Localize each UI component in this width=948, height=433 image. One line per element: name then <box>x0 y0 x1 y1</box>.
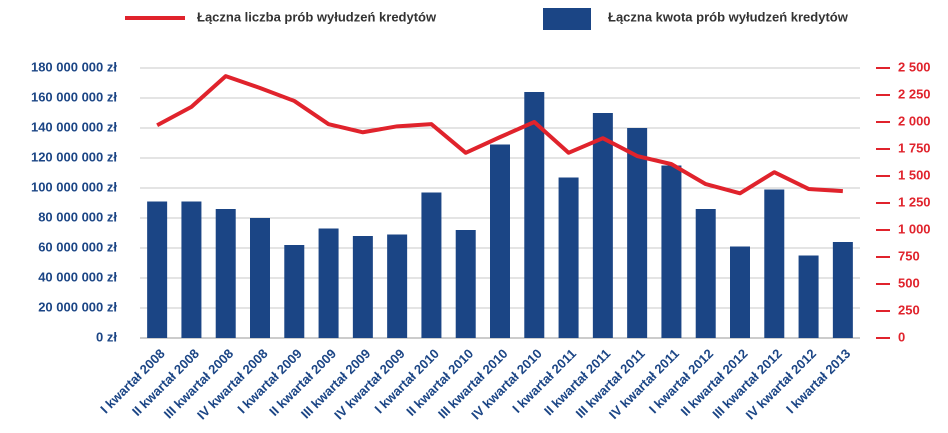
bar <box>318 228 339 338</box>
bar <box>215 209 236 338</box>
y2-tick-label: 1 500 <box>898 167 931 182</box>
y2-tick-label: 2 250 <box>898 86 931 101</box>
bar <box>764 189 785 338</box>
y2-tick-label: 1 250 <box>898 194 931 209</box>
bar <box>147 201 168 338</box>
bar <box>627 128 648 338</box>
y-tick-label: 120 000 000 zł <box>31 149 117 164</box>
y2-tick-label: 0 <box>898 329 905 344</box>
bar <box>387 234 408 338</box>
bar <box>524 92 545 338</box>
bar <box>798 255 819 338</box>
y-tick-label: 20 000 000 zł <box>38 299 117 314</box>
bar <box>284 245 305 338</box>
bar <box>661 165 682 338</box>
y-tick-label: 180 000 000 zł <box>31 59 117 74</box>
y-tick-label: 80 000 000 zł <box>38 209 117 224</box>
bar <box>730 246 750 338</box>
legend-label: Łączna liczba prób wyłudzeń kredytów <box>197 9 437 24</box>
y-tick-label: 40 000 000 zł <box>38 269 117 284</box>
y-tick-label: 140 000 000 zł <box>31 119 117 134</box>
y2-tick-label: 1 750 <box>898 140 931 155</box>
bar <box>490 144 510 338</box>
y2-tick-label: 750 <box>898 248 920 263</box>
y-tick-label: 60 000 000 zł <box>38 239 117 254</box>
legend-swatch <box>543 8 591 30</box>
line <box>156 74 843 196</box>
legend-label: Łączna kwota prób wyłudzeń kredytów <box>608 9 849 24</box>
y-tick-label: 100 000 000 zł <box>31 179 117 194</box>
y2-tick-label: 2 000 <box>898 113 931 128</box>
y-tick-label: 160 000 000 zł <box>31 89 117 104</box>
y2-tick-label: 250 <box>898 302 920 317</box>
bar <box>181 201 202 338</box>
bar <box>592 113 613 338</box>
bar <box>421 192 442 338</box>
bar <box>455 230 476 338</box>
y2-tick-label: 2 500 <box>898 59 931 74</box>
bar <box>558 177 579 338</box>
bar <box>250 218 270 338</box>
y2-tick-label: 500 <box>898 275 920 290</box>
bar <box>832 242 853 338</box>
y-tick-label: 0 zł <box>96 329 117 344</box>
bar <box>352 236 373 338</box>
bar <box>695 209 716 338</box>
y2-tick-label: 1 000 <box>898 221 931 236</box>
